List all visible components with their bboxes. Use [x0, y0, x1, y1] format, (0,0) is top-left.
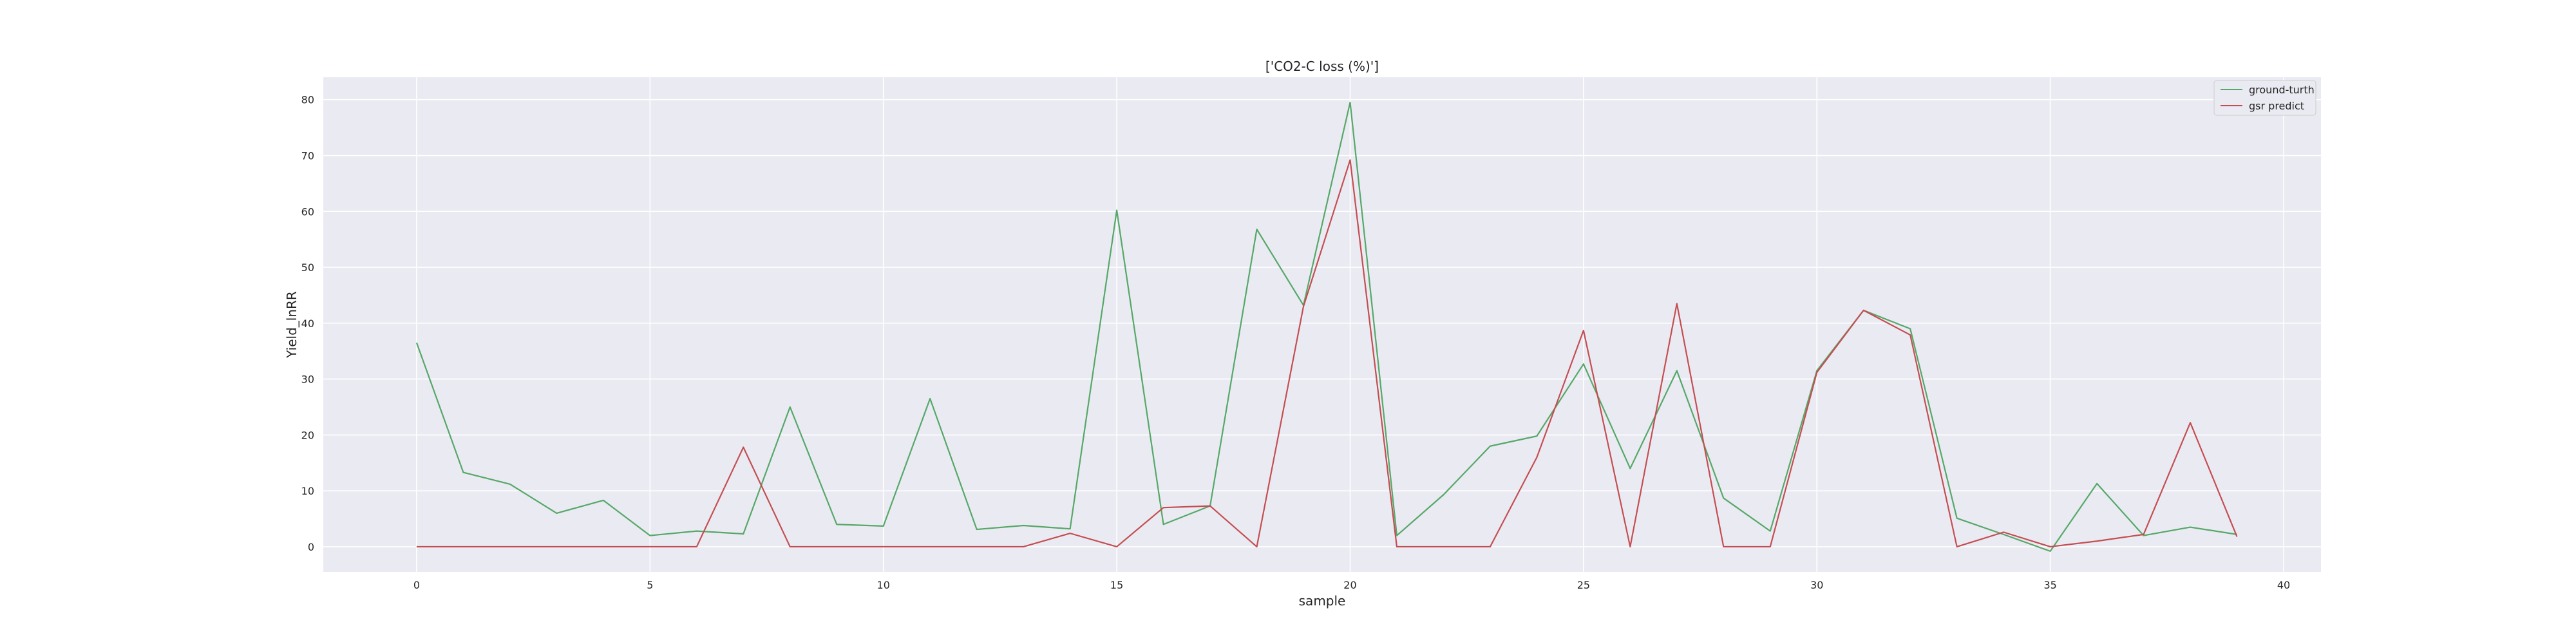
y-tick-label: 30: [301, 374, 314, 386]
legend-label-ground-turth: ground-turth: [2249, 84, 2315, 96]
x-tick-label: 10: [877, 579, 890, 591]
x-tick-label: 25: [1577, 579, 1590, 591]
y-tick-label: 10: [301, 485, 314, 497]
y-axis-label: Yield_lnRR: [284, 291, 299, 359]
x-tick-label: 40: [2277, 579, 2290, 591]
series-line-ground-turth: [415, 101, 2237, 552]
y-tick-labels: 0 10 20 30 40 50 60 70 80: [301, 94, 314, 553]
legend-label-gsr-predict: gsr predict: [2249, 100, 2304, 112]
series-layer: [415, 101, 2238, 552]
plot-area-background: [323, 77, 2321, 572]
legend: ground-turth gsr predict: [2213, 80, 2316, 116]
x-axis-label: sample: [1299, 593, 1346, 609]
x-tick-label: 5: [647, 579, 653, 591]
x-tick-label: 35: [2043, 579, 2056, 591]
y-tick-label: 60: [301, 205, 314, 218]
x-tick-label: 30: [1810, 579, 1823, 591]
y-tick-label: 40: [301, 317, 314, 330]
x-tick-label: 0: [413, 579, 420, 591]
series-line-gsr-predict: [416, 159, 2238, 548]
y-tick-label: 50: [301, 261, 314, 274]
y-tick-label: 0: [308, 541, 314, 553]
grid: [323, 77, 2321, 572]
chart-title: ['CO2-C loss (%)']: [1265, 59, 1379, 74]
x-tick-label: 15: [1110, 579, 1123, 591]
x-tick-labels: 0 5 10 15 20 25 30 35 40: [413, 579, 2290, 591]
y-tick-label: 70: [301, 149, 314, 162]
y-tick-label: 80: [301, 94, 314, 106]
x-tick-label: 20: [1343, 579, 1356, 591]
y-tick-label: 20: [301, 429, 314, 441]
